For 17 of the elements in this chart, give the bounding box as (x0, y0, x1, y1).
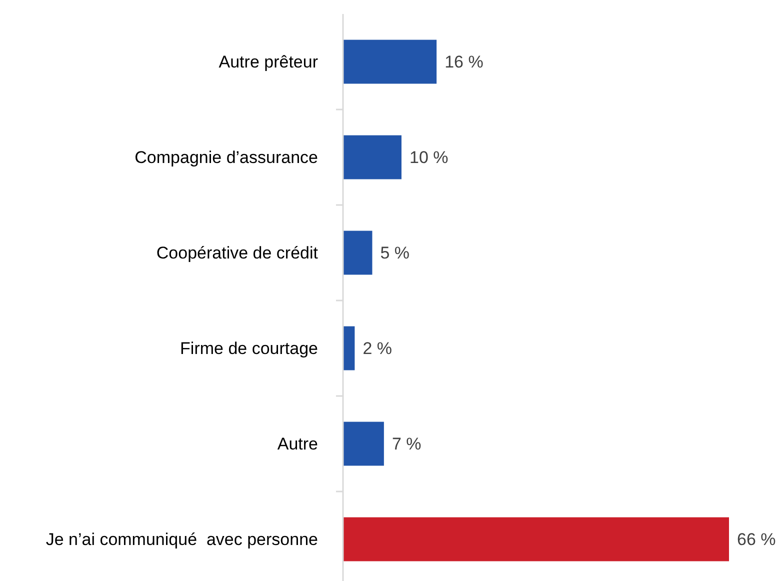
bar (343, 422, 384, 466)
bar (343, 40, 437, 84)
bar (343, 230, 372, 275)
y-tick-label: Coopérative de crédit (156, 244, 318, 263)
data-label: 66 % (737, 530, 776, 550)
bar (343, 135, 402, 180)
y-tick-label: Autre prêteur (218, 52, 318, 72)
data-label: 2 % (362, 339, 392, 358)
data-label: 10 % (409, 148, 448, 168)
data-label: 16 % (444, 52, 484, 72)
data-label: 7 % (392, 434, 422, 454)
y-tick-label: Je n’ai communiqué avec personne (46, 530, 318, 550)
bar (343, 517, 729, 562)
y-tick-label: Compagnie d’assurance (134, 148, 318, 168)
y-tick-label: Firme de courtage (180, 339, 318, 358)
y-tick-label: Autre (277, 434, 318, 454)
data-label: 5 % (380, 244, 410, 263)
